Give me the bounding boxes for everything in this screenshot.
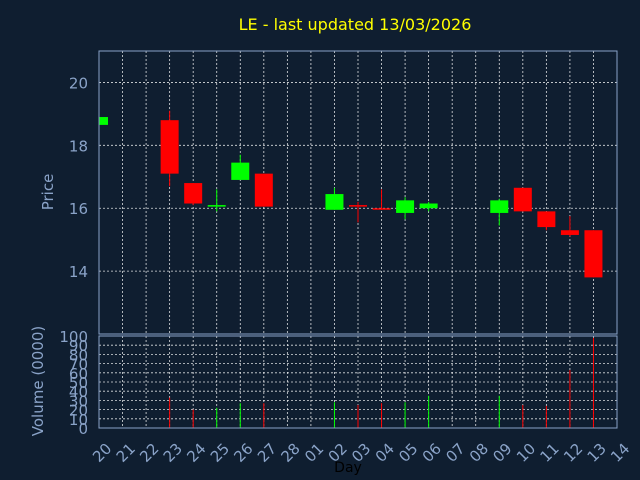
x-tick-label: 21 bbox=[113, 440, 139, 466]
candle-body bbox=[349, 205, 367, 207]
volume-tick-label: 10 bbox=[69, 411, 88, 429]
candle-body bbox=[254, 173, 273, 207]
x-tick-label: 05 bbox=[395, 440, 421, 466]
x-tick-label: 08 bbox=[466, 440, 492, 466]
x-tick-label: 11 bbox=[537, 440, 563, 466]
candle-body bbox=[99, 117, 108, 125]
candle-body bbox=[396, 200, 415, 213]
x-tick-label: 20 bbox=[89, 440, 115, 466]
price-axis-label: Price bbox=[39, 174, 57, 211]
price-tick-label: 16 bbox=[69, 200, 88, 218]
volume-tick-label: 60 bbox=[69, 365, 88, 383]
x-tick-label: 09 bbox=[489, 440, 515, 466]
volume-tick-label: 40 bbox=[69, 383, 88, 401]
candle-body bbox=[207, 205, 226, 207]
volume-tick-label: 30 bbox=[69, 392, 88, 410]
x-tick-label: 14 bbox=[607, 440, 633, 466]
candle-body bbox=[184, 183, 203, 204]
volume-tick-label: 20 bbox=[69, 402, 88, 420]
volume-frame bbox=[98, 335, 618, 429]
volume-tick-label: 70 bbox=[69, 356, 88, 374]
x-tick-label: 04 bbox=[372, 440, 398, 466]
volume-tick-label: 0 bbox=[78, 420, 88, 438]
x-tick-label: 13 bbox=[584, 440, 610, 466]
chart-title: LE - last updated 13/03/2026 bbox=[239, 15, 472, 34]
x-tick-label: 07 bbox=[442, 440, 468, 466]
x-tick-label: 25 bbox=[207, 440, 233, 466]
volume-tick-label: 80 bbox=[69, 346, 88, 364]
candle-body bbox=[584, 230, 603, 278]
price-tick-label: 20 bbox=[69, 74, 88, 92]
price-tick-label: 14 bbox=[69, 263, 88, 281]
x-tick-label: 24 bbox=[183, 440, 209, 466]
candle-body bbox=[372, 208, 391, 210]
candle-body bbox=[231, 162, 250, 180]
price-panel: 14 16 18 20 bbox=[69, 50, 618, 335]
x-tick-label: 27 bbox=[254, 440, 280, 466]
candle-body bbox=[513, 187, 532, 212]
price-frame bbox=[98, 50, 618, 335]
volume-tick-label: 90 bbox=[69, 337, 88, 355]
candle-body bbox=[537, 211, 556, 228]
candle-body bbox=[325, 194, 344, 210]
price-tick-label: 18 bbox=[69, 137, 88, 155]
x-tick-label: 12 bbox=[560, 440, 586, 466]
x-tick-label: 06 bbox=[419, 440, 445, 466]
x-tick-label: 22 bbox=[136, 440, 162, 466]
x-tick-label: 23 bbox=[160, 440, 186, 466]
x-axis-label: Day bbox=[334, 460, 362, 476]
volume-tick-label: 100 bbox=[59, 328, 88, 346]
candle-body bbox=[419, 203, 438, 209]
candle-body bbox=[560, 230, 579, 235]
x-tick-label: 28 bbox=[278, 440, 304, 466]
volume-tick-label: 50 bbox=[69, 374, 88, 392]
x-tick-label: 01 bbox=[301, 440, 327, 466]
candle-body bbox=[490, 200, 509, 213]
volume-axis-label: Volume (0000) bbox=[29, 326, 47, 436]
candle-body bbox=[160, 120, 179, 174]
x-tick-label: 10 bbox=[513, 440, 539, 466]
x-tick-label: 26 bbox=[230, 440, 256, 466]
